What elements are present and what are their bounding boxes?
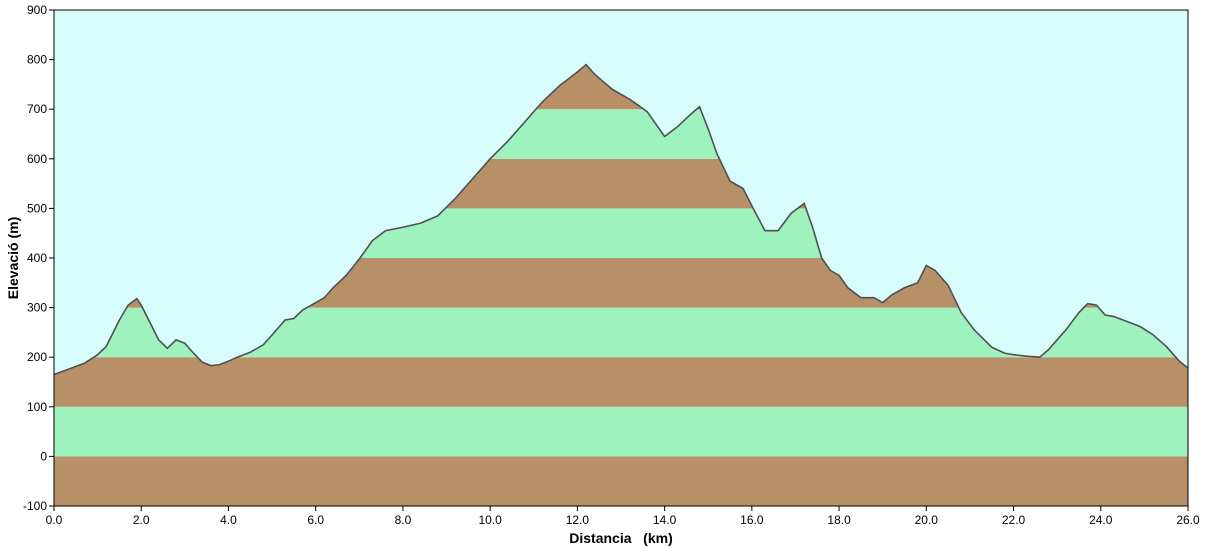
x-tick-label: 26.0 (1176, 513, 1200, 527)
elevation-band (54, 406, 1188, 457)
x-tick-label: 14.0 (653, 513, 677, 527)
x-tick-label: 22.0 (1002, 513, 1026, 527)
y-tick-label: 800 (27, 53, 47, 67)
y-tick-label: 200 (27, 350, 47, 364)
x-tick-label: 24.0 (1089, 513, 1113, 527)
y-tick-label: -100 (23, 499, 47, 513)
y-tick-label: 700 (27, 102, 47, 116)
x-tick-label: 10.0 (478, 513, 502, 527)
x-tick-label: 8.0 (395, 513, 412, 527)
x-tick-label: 4.0 (220, 513, 237, 527)
y-tick-label: 900 (27, 3, 47, 17)
y-axis-title: Elevació (m) (5, 217, 21, 299)
y-tick-label: 300 (27, 301, 47, 315)
x-tick-label: 0.0 (46, 513, 63, 527)
elevation-band (54, 456, 1188, 506)
x-tick-label: 20.0 (915, 513, 939, 527)
x-tick-label: 12.0 (566, 513, 590, 527)
y-tick-label: 400 (27, 251, 47, 265)
x-tick-label: 6.0 (307, 513, 324, 527)
elevation-profile-line (53, 63, 1189, 376)
y-tick-label: 0 (40, 449, 47, 463)
x-axis-title: Distancia (km) (569, 530, 672, 546)
x-tick-label: 16.0 (740, 513, 764, 527)
x-axis: 0.0 2.0 4.0 6.0 8.0 10.0 12.0 14.0 16.0 18.0 20.0 2… (46, 506, 1200, 527)
y-tick-label: 600 (27, 152, 47, 166)
y-tick-label: 100 (27, 400, 47, 414)
y-tick-label: 500 (27, 201, 47, 215)
x-tick-label: 18.0 (827, 513, 851, 527)
y-axis: 900 800 700 600 500 400 300 200 100 0 -100 (23, 3, 54, 513)
x-tick-label: 2.0 (133, 513, 150, 527)
elevation-band (54, 357, 1188, 407)
